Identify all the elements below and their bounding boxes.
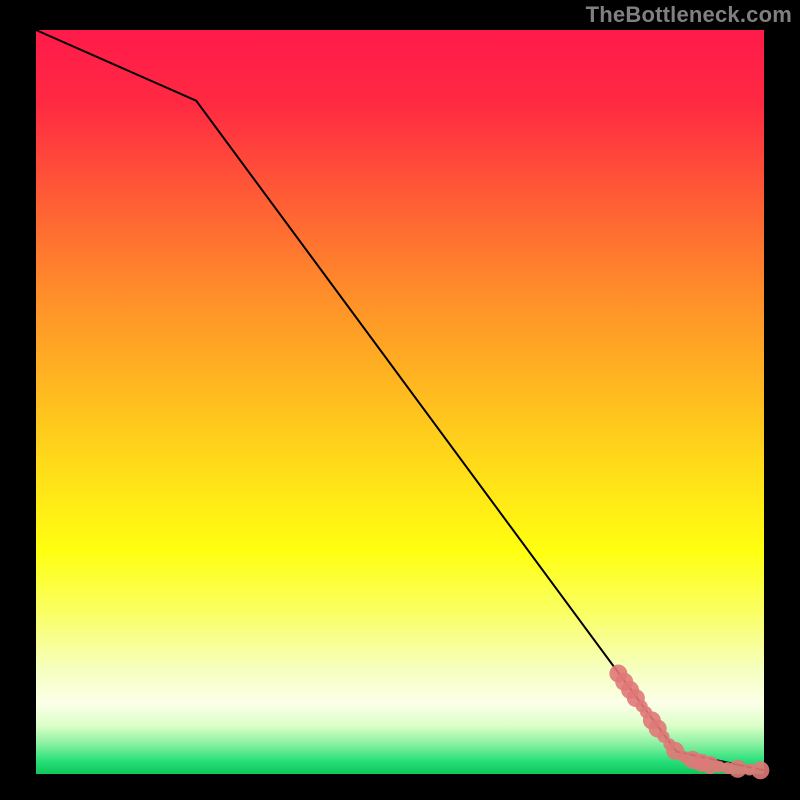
watermark-text: TheBottleneck.com — [586, 2, 792, 28]
plot-background-gradient — [36, 30, 764, 774]
chart-container: TheBottleneck.com — [0, 0, 800, 800]
data-marker — [751, 761, 769, 779]
chart-svg — [0, 0, 800, 800]
